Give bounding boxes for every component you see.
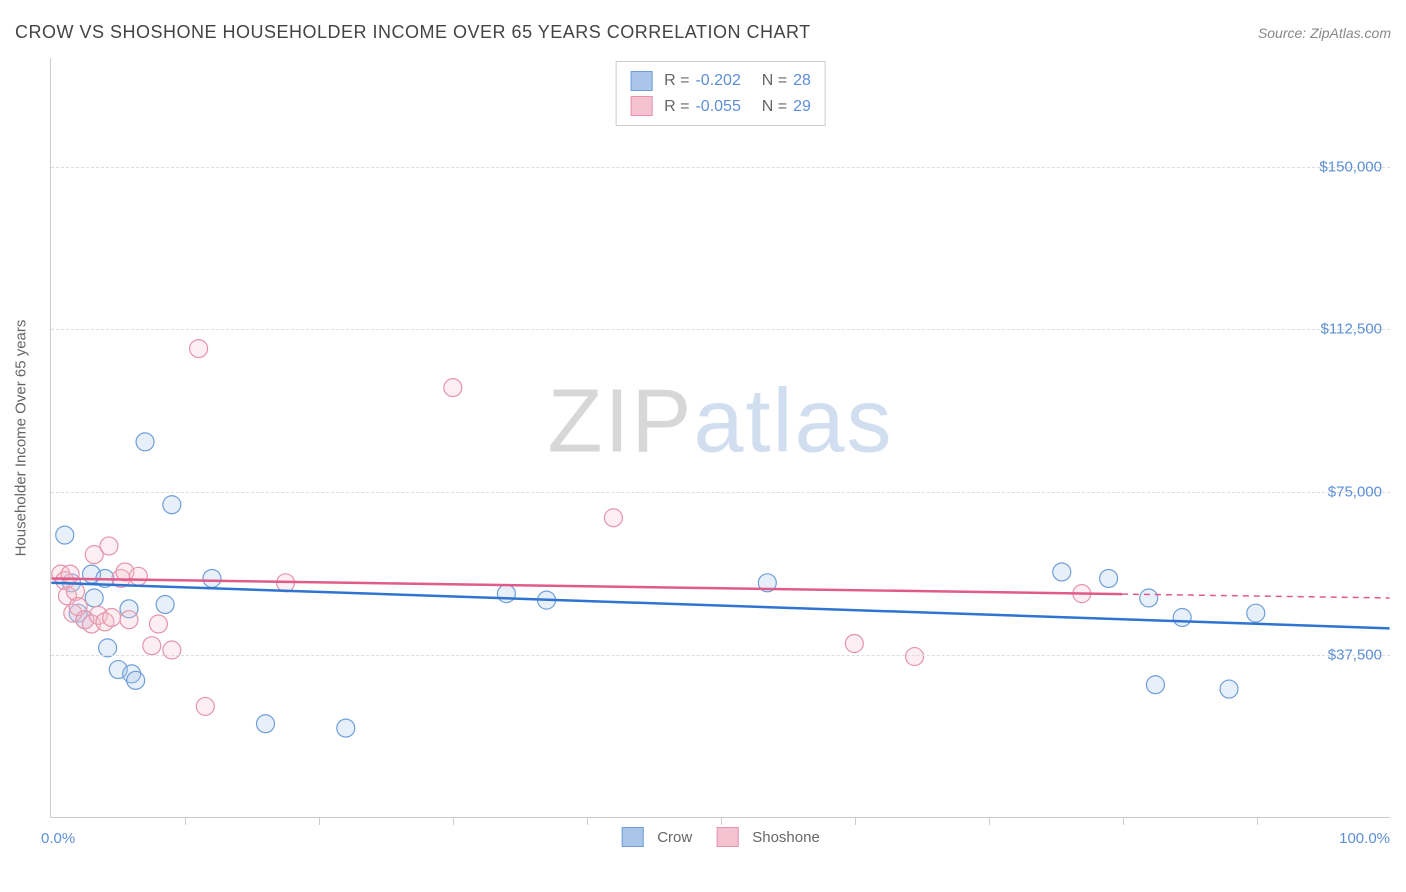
n-value-crow: 28 xyxy=(793,68,811,94)
y-tick-label: $112,500 xyxy=(1321,321,1382,338)
source-name: ZipAtlas.com xyxy=(1310,25,1391,41)
y-tick-label: $37,500 xyxy=(1328,647,1382,664)
source-prefix: Source: xyxy=(1258,25,1310,41)
y-tick-label: $150,000 xyxy=(1319,158,1382,175)
x-tick xyxy=(319,817,320,825)
legend-series: Crow Shoshone xyxy=(621,827,820,847)
r-label: R = xyxy=(664,68,689,94)
source-label: Source: ZipAtlas.com xyxy=(1258,25,1391,41)
y-tick-label: $75,000 xyxy=(1328,484,1382,501)
swatch-crow-bottom xyxy=(621,827,643,847)
chart-canvas xyxy=(51,58,1390,817)
n-label: N = xyxy=(762,94,787,120)
x-tick xyxy=(587,817,588,825)
legend-row-shoshone: R = -0.055 N = 29 xyxy=(630,94,811,120)
y-axis-title: Householder Income Over 65 years xyxy=(13,319,30,556)
legend-label-shoshone: Shoshone xyxy=(752,829,820,846)
legend-label-crow: Crow xyxy=(657,829,692,846)
plot-area: Householder Income Over 65 years ZIPatla… xyxy=(50,58,1390,818)
legend-item-crow: Crow xyxy=(621,827,692,847)
x-axis-max-label: 100.0% xyxy=(1339,830,1390,847)
x-tick xyxy=(1123,817,1124,825)
legend-item-shoshone: Shoshone xyxy=(716,827,820,847)
gridline xyxy=(51,329,1390,330)
x-tick xyxy=(1257,817,1258,825)
swatch-shoshone-bottom xyxy=(716,827,738,847)
r-label: R = xyxy=(664,94,689,120)
x-tick xyxy=(453,817,454,825)
swatch-shoshone xyxy=(630,96,652,116)
gridline xyxy=(51,167,1390,168)
legend-correlation: R = -0.202 N = 28 R = -0.055 N = 29 xyxy=(615,61,826,126)
legend-row-crow: R = -0.202 N = 28 xyxy=(630,68,811,94)
gridline xyxy=(51,655,1390,656)
r-value-crow: -0.202 xyxy=(695,68,740,94)
x-tick xyxy=(989,817,990,825)
gridline xyxy=(51,492,1390,493)
chart-title: CROW VS SHOSHONE HOUSEHOLDER INCOME OVER… xyxy=(15,22,811,43)
n-value-shoshone: 29 xyxy=(793,94,811,120)
r-value-shoshone: -0.055 xyxy=(695,94,740,120)
x-tick xyxy=(721,817,722,825)
chart-header: CROW VS SHOSHONE HOUSEHOLDER INCOME OVER… xyxy=(15,22,1391,43)
x-axis-min-label: 0.0% xyxy=(41,830,75,847)
n-label: N = xyxy=(762,68,787,94)
x-tick xyxy=(185,817,186,825)
swatch-crow xyxy=(630,71,652,91)
x-tick xyxy=(855,817,856,825)
